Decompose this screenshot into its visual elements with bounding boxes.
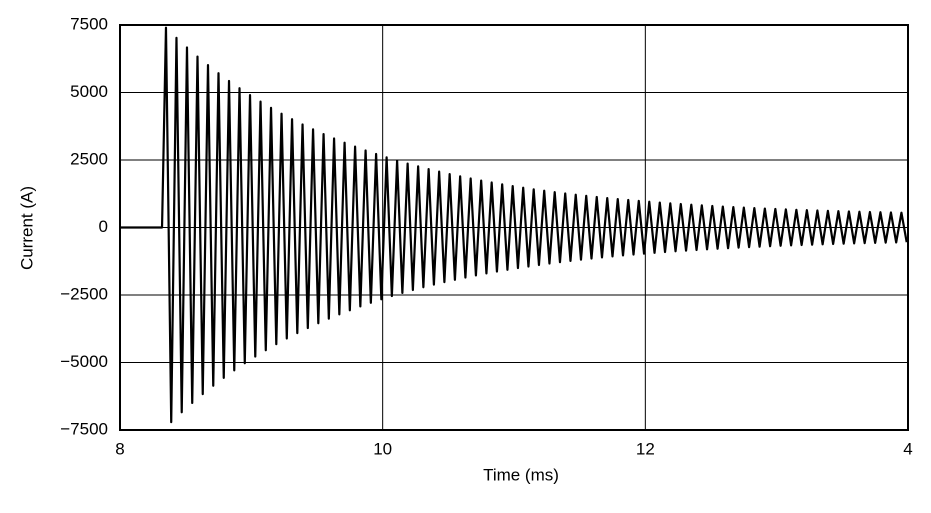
y-tick-label: 2500: [70, 149, 108, 168]
y-tick-label: −2500: [60, 284, 108, 303]
x-axis-title: Time (ms): [483, 465, 559, 484]
y-tick-label: −7500: [60, 419, 108, 438]
y-tick-label: 0: [99, 217, 108, 236]
y-tick-label: −5000: [60, 352, 108, 371]
y-tick-label: 7500: [70, 14, 108, 33]
x-tick-label: 8: [115, 439, 124, 458]
y-tick-label: 5000: [70, 82, 108, 101]
x-tick-label: 10: [373, 439, 392, 458]
x-tick-label: 12: [636, 439, 655, 458]
x-tick-label: 4: [903, 439, 912, 458]
y-axis-title: Current (A): [17, 186, 36, 270]
line: [120, 26, 908, 424]
